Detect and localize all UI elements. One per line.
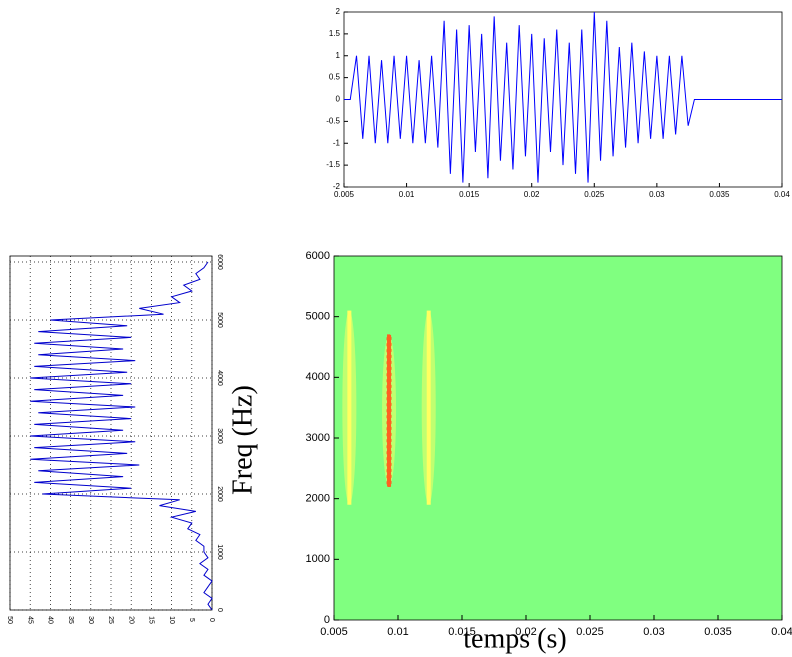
component [342, 310, 357, 505]
amp-tick-label: 20 [127, 616, 134, 624]
y-tick-label: 0 [336, 95, 341, 104]
y-tick-label: 6000 [306, 250, 330, 262]
y-tick-label: 2000 [306, 493, 330, 505]
freq-tick-label: 4000 [216, 370, 223, 386]
x-tick-label: 0.015 [459, 190, 480, 199]
spectrum-line [30, 261, 213, 611]
amp-tick-label: 50 [6, 616, 13, 624]
amp-tick-label: 15 [148, 616, 155, 624]
y-tick-label: 3000 [306, 432, 330, 444]
freq-tick-label: 3000 [216, 428, 223, 444]
amp-tick-label: 35 [67, 616, 74, 624]
freq-tick-label: 2000 [216, 486, 223, 502]
x-axis-label: temps (s) [463, 623, 566, 654]
amp-tick-label: 40 [47, 616, 54, 624]
y-tick-label: 1000 [306, 553, 330, 565]
y-tick-label: 0.5 [329, 73, 341, 82]
amp-tick-label: 10 [168, 616, 175, 624]
y-tick-label: 2 [336, 7, 341, 16]
x-tick-label: 0.035 [709, 190, 730, 199]
y-tick-label: 4000 [306, 371, 330, 383]
x-tick-label: 0.03 [649, 190, 665, 199]
component [382, 334, 397, 488]
y-tick-label: 0 [324, 614, 330, 626]
y-tick-label: 5000 [306, 311, 330, 323]
component [421, 310, 436, 505]
x-tick-label: 0.03 [643, 626, 664, 638]
x-tick-label: 0.01 [399, 190, 415, 199]
x-tick-label: 0.005 [320, 626, 348, 638]
x-tick-label: 0.04 [771, 626, 792, 638]
amp-tick-label: 0 [208, 618, 215, 622]
freq-tick-label: 6000 [216, 254, 223, 270]
x-tick-label: 0.025 [584, 190, 605, 199]
x-tick-label: 0.005 [334, 190, 355, 199]
x-tick-label: 0.025 [576, 626, 604, 638]
freq-tick-label: 1000 [216, 544, 223, 560]
signal-line [344, 11, 782, 183]
component-ridge [426, 310, 431, 505]
y-tick-label: -1.5 [326, 160, 340, 169]
freq-tick-label: 0 [216, 608, 223, 612]
tfr-background [333, 255, 783, 621]
amp-tick-label: 5 [188, 618, 195, 622]
amp-tick-label: 25 [107, 616, 114, 624]
y-tick-label: -2 [333, 182, 341, 191]
x-tick-label: 0.035 [704, 626, 732, 638]
y-axis-label: Freq (Hz) [227, 385, 258, 495]
amp-tick-label: 45 [26, 616, 33, 624]
x-tick-label: 0.015 [448, 626, 476, 638]
x-tick-label: 0.02 [524, 190, 540, 199]
amp-tick-label: 30 [87, 616, 94, 624]
y-tick-label: -0.5 [326, 116, 340, 125]
y-tick-label: 1.5 [329, 29, 341, 38]
component-ridge [347, 310, 352, 505]
y-tick-label: -1 [333, 138, 341, 147]
x-tick-label: 0.04 [774, 190, 790, 199]
freq-tick-label: 5000 [216, 312, 223, 328]
y-tick-label: 1 [336, 51, 341, 60]
component-ridge [386, 334, 392, 488]
x-tick-label: 0.02 [515, 626, 536, 638]
x-tick-label: 0.01 [387, 626, 408, 638]
